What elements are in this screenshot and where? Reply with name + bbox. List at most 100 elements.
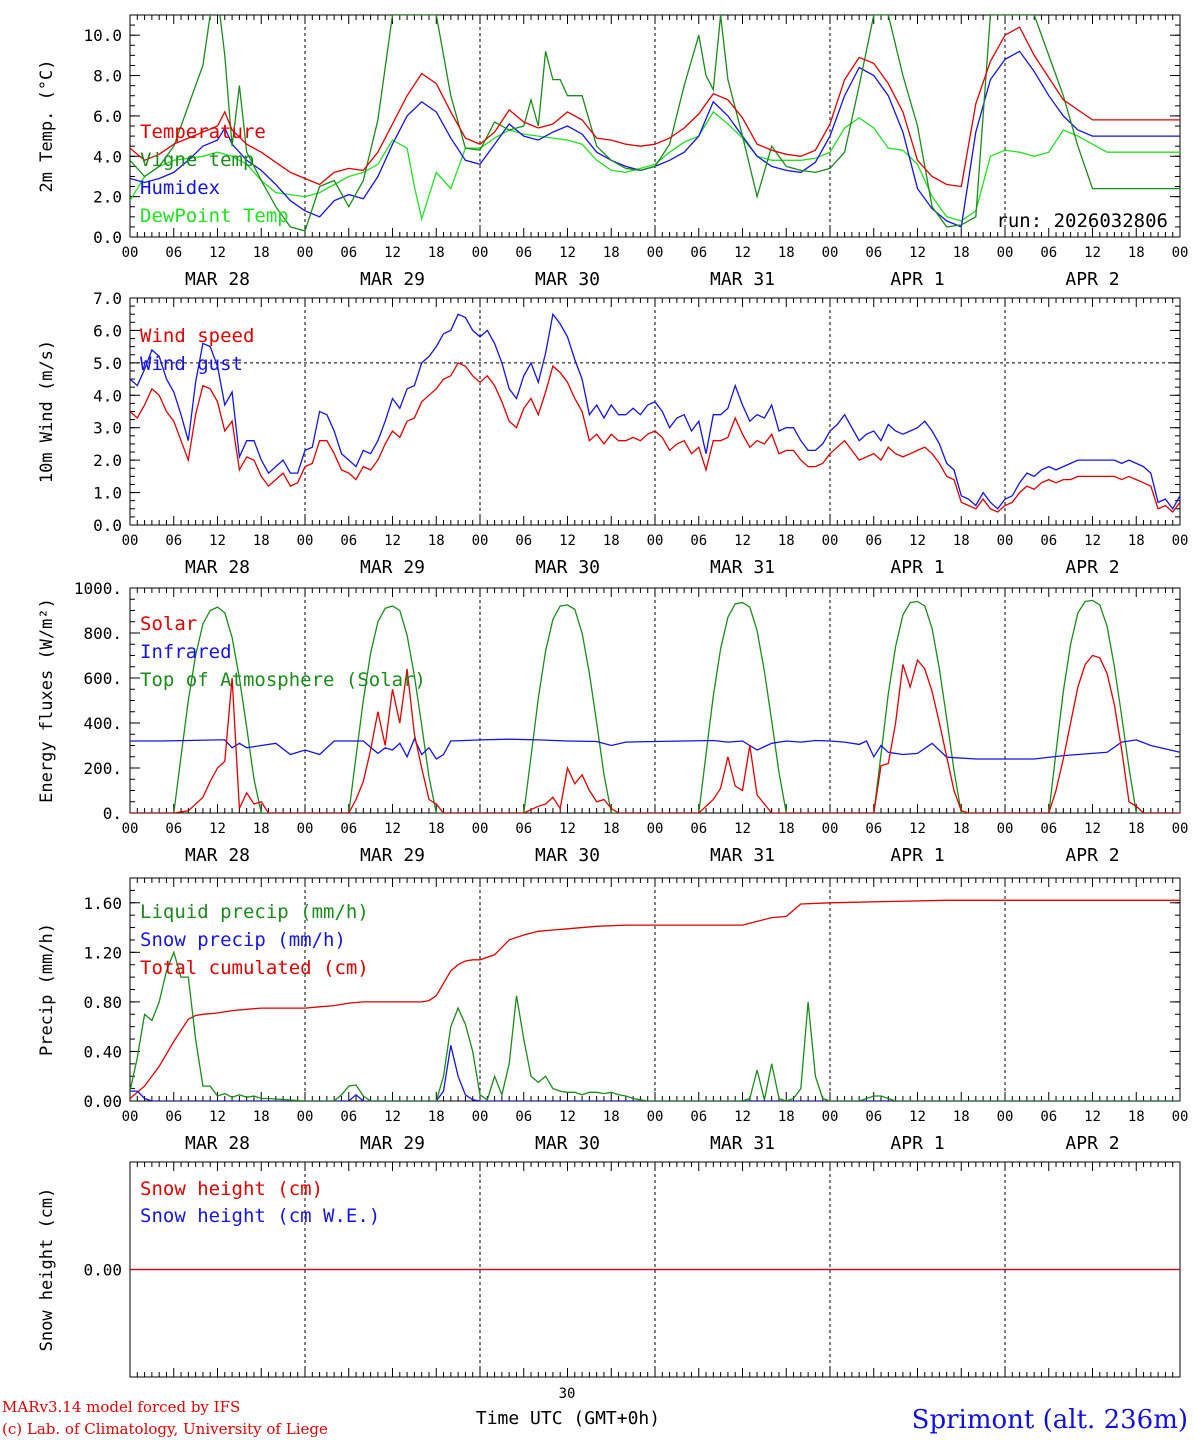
y-tick-label: 10.0: [83, 26, 122, 45]
hour-tick-label: 00: [997, 821, 1014, 837]
hour-tick-label: 12: [384, 1109, 401, 1125]
day-label: MAR 30: [535, 1133, 600, 1154]
day-label: APR 1: [890, 269, 944, 290]
y-axis-label: 10m Wind (m/s): [37, 340, 57, 483]
hour-tick-label: 18: [778, 533, 795, 549]
hour-tick-label: 00: [472, 245, 489, 261]
hour-tick-label: 00: [1172, 1109, 1189, 1125]
hour-tick-label: 12: [384, 821, 401, 837]
day-label: MAR 31: [710, 557, 775, 578]
hour-tick-label: 12: [384, 245, 401, 261]
hour-tick-label: 18: [428, 533, 445, 549]
hour-tick-label: 12: [209, 1109, 226, 1125]
plot-frame: [129, 587, 1181, 814]
y-axis-label: Snow height (cm): [37, 1188, 57, 1352]
hour-tick-label: 06: [515, 1109, 532, 1125]
series-line-snow-precip-mm-h-: [130, 1045, 1180, 1101]
series-line-infrared: [130, 737, 1180, 760]
day-label: MAR 28: [185, 845, 250, 866]
y-tick-label: 1.0: [93, 484, 122, 503]
hour-tick-label: 06: [865, 821, 882, 837]
hour-tick-label: 06: [865, 533, 882, 549]
hour-tick-label: 00: [822, 1109, 839, 1125]
hour-tick-label: 06: [165, 533, 182, 549]
hour-tick-label: 18: [953, 1109, 970, 1125]
y-tick-label: 2.0: [93, 451, 122, 470]
day-label: MAR 29: [360, 1133, 425, 1154]
hour-tick-label: 12: [384, 533, 401, 549]
hour-tick-label: 00: [122, 245, 139, 261]
day-label: MAR 28: [185, 1133, 250, 1154]
hour-tick-label: 18: [253, 533, 270, 549]
hour-tick-label: 12: [209, 533, 226, 549]
hour-tick-label: 06: [165, 1109, 182, 1125]
hour-tick-label: 18: [953, 533, 970, 549]
day-label: APR 1: [890, 1133, 944, 1154]
hour-tick-label: 18: [428, 821, 445, 837]
series-line-wind-speed: [130, 362, 1180, 513]
y-tick-label: 6.0: [93, 107, 122, 126]
hour-tick-label: 12: [559, 533, 576, 549]
hour-tick-label: 00: [297, 821, 314, 837]
hour-tick-label: 18: [778, 245, 795, 261]
series-line-vigne-temp: [130, 15, 1180, 232]
legend-entry: Snow height (cm W.E.): [140, 1205, 380, 1227]
hour-tick-label: 06: [165, 821, 182, 837]
day-label: APR 2: [1065, 1133, 1119, 1154]
day-label: APR 1: [890, 845, 944, 866]
hour-tick-label: 12: [1084, 821, 1101, 837]
panel-4: 00 06 12 18 00 06 12 18 00 06 12 18 00 06 12 18 00 06 12 18…: [37, 877, 1189, 1154]
hour-tick-label: 06: [865, 245, 882, 261]
y-tick-label: 3.0: [93, 419, 122, 438]
series-line-solar: [130, 654, 1180, 813]
series-line-dewpoint-temp: [130, 110, 1180, 222]
legend-entry: Solar: [140, 613, 197, 635]
y-tick-label: 0.: [103, 804, 122, 823]
hour-tick-label: 12: [909, 1109, 926, 1125]
panel-2: 00 06 12 18 00 06 12 18 00 06 12 18 00 06 12 18 00 06 12 18…: [37, 289, 1188, 578]
day-label: APR 2: [1065, 557, 1119, 578]
hour-tick-label: 12: [734, 1109, 751, 1125]
y-tick-label: 6.0: [93, 321, 122, 340]
hour-tick-label: 18: [1128, 821, 1145, 837]
hour-tick-label: 18: [253, 245, 270, 261]
hour-tick-label: 00: [647, 1109, 664, 1125]
hour-tick-label: 12: [209, 821, 226, 837]
hour-tick-label: 00: [647, 533, 664, 549]
hour-tick-label: 00: [647, 245, 664, 261]
hour-tick-label: 12: [559, 245, 576, 261]
hour-tick-label: 18: [953, 821, 970, 837]
hour-tick-label: 00: [822, 245, 839, 261]
y-axis-label: Precip (mm/h): [37, 923, 57, 1056]
hour-tick-label: 06: [1040, 533, 1057, 549]
day-label: MAR 29: [360, 557, 425, 578]
day-label: MAR 28: [185, 557, 250, 578]
hour-tick-label: 12: [734, 533, 751, 549]
hour-tick-label: 00: [1172, 821, 1189, 837]
day-label: MAR 29: [360, 845, 425, 866]
legend-entry: Temperature: [140, 121, 266, 143]
legend-entry: Vigne temp: [140, 149, 254, 171]
station-title: Sprimont (alt. 236m): [912, 1405, 1188, 1435]
y-tick-label: 0.40: [83, 1042, 122, 1061]
day-label: MAR 29: [360, 269, 425, 290]
hour-tick-label: 00: [472, 821, 489, 837]
hour-tick-label: 06: [515, 821, 532, 837]
hour-tick-label: 12: [559, 1109, 576, 1125]
hour-tick-label: 12: [559, 821, 576, 837]
y-tick-label: 7.0: [93, 289, 122, 308]
model-credit: MARv3.14 model forced by IFS: [2, 1398, 240, 1416]
hour-tick-label: 18: [1128, 1109, 1145, 1125]
hour-tick-label: 06: [690, 245, 707, 261]
hour-tick-label: 18: [1128, 533, 1145, 549]
y-tick-label: 5.0: [93, 354, 122, 373]
series-line-temperature: [130, 26, 1180, 188]
y-tick-label: 200.: [83, 759, 122, 778]
hour-tick-label: 06: [1040, 245, 1057, 261]
hour-tick-label: 00: [297, 533, 314, 549]
y-tick-label: 800.: [83, 624, 122, 643]
hour-tick-label: 00: [1172, 533, 1189, 549]
hour-tick-label: 00: [122, 1109, 139, 1125]
y-tick-label: 1.60: [83, 894, 122, 913]
